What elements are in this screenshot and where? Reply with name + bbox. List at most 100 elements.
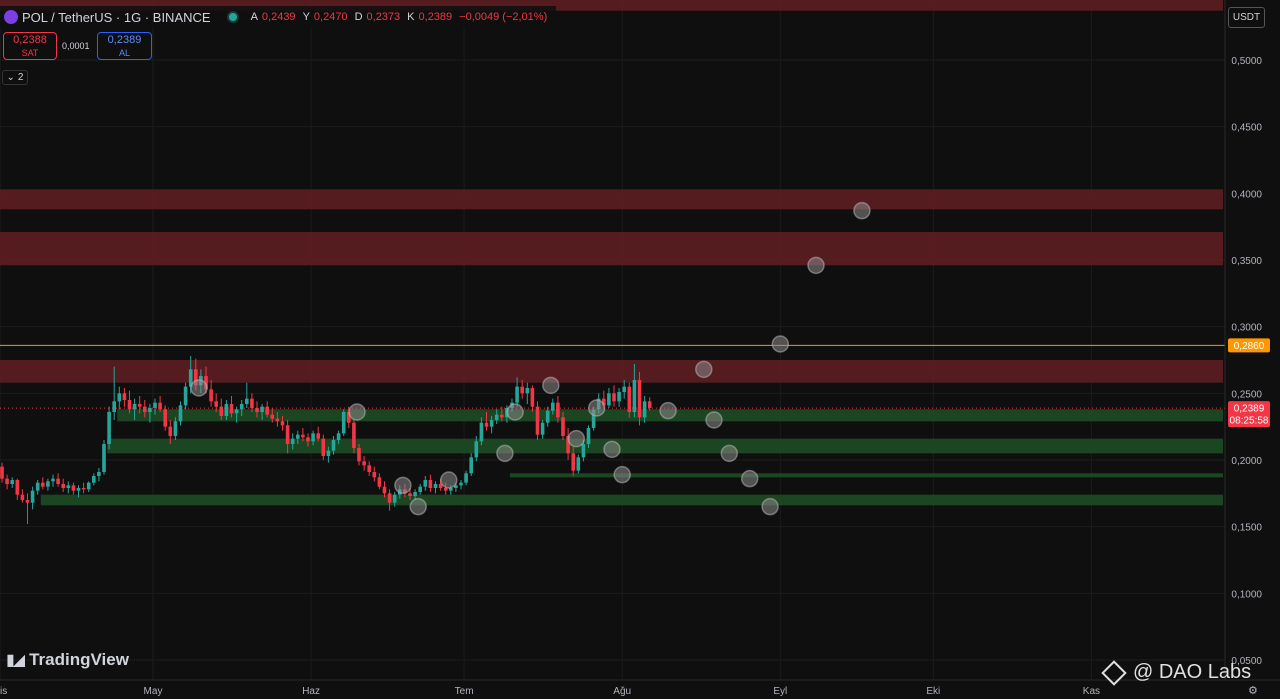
candle-body xyxy=(148,408,152,412)
price-axis-label: 0,2389 xyxy=(1234,404,1265,415)
candle-body xyxy=(102,444,106,472)
candle-body xyxy=(260,406,264,412)
x-tick-label: Tem xyxy=(455,686,474,697)
x-tick-label: Kas xyxy=(1083,686,1100,697)
candle-body xyxy=(347,412,351,423)
path-marker xyxy=(440,471,458,489)
path-marker xyxy=(613,465,631,484)
x-tick-label: Nis xyxy=(0,686,7,697)
candle-body xyxy=(566,436,570,454)
y-tick-label: 0,4500 xyxy=(1231,123,1262,134)
buy-button[interactable]: 0,2389 AL xyxy=(97,32,152,60)
candle-body xyxy=(341,412,346,434)
candle-body xyxy=(500,414,504,418)
support-zone xyxy=(40,494,1223,506)
chevron-down-icon: ⌄ xyxy=(6,72,15,83)
candle-body xyxy=(137,404,142,407)
candle-body xyxy=(107,412,111,444)
candle-body xyxy=(336,433,341,440)
candle-body xyxy=(581,444,586,458)
candle-body xyxy=(602,398,606,406)
candle-body xyxy=(408,493,412,496)
candle-body xyxy=(117,393,122,402)
candle-body xyxy=(551,402,555,411)
candle-body xyxy=(76,488,81,491)
candle-body xyxy=(459,482,463,486)
candle-body xyxy=(484,422,489,427)
path-marker xyxy=(695,360,713,379)
candle-body xyxy=(163,409,167,427)
candle-body xyxy=(591,409,596,428)
candle-body xyxy=(224,404,229,416)
price-axis-label-bg xyxy=(1228,338,1270,353)
candle-body xyxy=(168,426,173,436)
candle-body xyxy=(520,386,524,394)
ohlc-open: 0,2439 xyxy=(261,11,296,23)
sell-price: 0,2388 xyxy=(13,34,47,46)
candle-body xyxy=(535,406,540,435)
candle-body xyxy=(357,448,361,462)
resistance-zone xyxy=(0,189,1223,210)
path-marker xyxy=(190,379,208,397)
candle-body xyxy=(433,484,438,488)
resistance-zone xyxy=(0,232,1223,266)
support-zone xyxy=(107,438,1224,454)
candle-body xyxy=(15,480,20,495)
y-tick-label: 0,3500 xyxy=(1231,256,1262,267)
candle-body xyxy=(362,461,366,466)
candle-body xyxy=(311,433,315,442)
symbol-title[interactable]: POL / TetherUS · 1G · BINANCE xyxy=(22,9,211,25)
indicators-collapse-button[interactable]: ⌄ 2 xyxy=(2,70,28,85)
candle-body xyxy=(153,402,157,408)
candle-body xyxy=(352,422,356,448)
candle-body xyxy=(382,486,387,494)
resistance-zone xyxy=(0,360,1223,383)
ohlc-change: −0,0049 (−2,01%) xyxy=(459,11,548,23)
candle-body xyxy=(632,380,637,412)
currency-selector[interactable]: USDT xyxy=(1228,7,1265,28)
path-marker xyxy=(348,403,366,421)
candle-body xyxy=(494,414,499,420)
tradingview-text: TradingView xyxy=(29,650,129,669)
y-tick-label: 0,4000 xyxy=(1231,189,1262,200)
candle-body xyxy=(92,476,96,483)
candle-body xyxy=(290,438,295,444)
candle-body xyxy=(0,466,4,479)
sell-button[interactable]: 0,2388 SAT xyxy=(3,32,57,60)
candle-body xyxy=(392,494,397,503)
candle-body xyxy=(622,386,626,392)
ohlc-low: 0,2373 xyxy=(366,11,401,23)
candle-body xyxy=(637,380,642,418)
candle-body xyxy=(454,485,458,488)
candle-body xyxy=(239,404,244,410)
candle-body xyxy=(556,402,560,418)
candle-body xyxy=(81,488,86,490)
candle-body xyxy=(647,401,652,408)
ohlc-low-label: D xyxy=(354,11,363,23)
path-marker xyxy=(506,403,524,421)
candle-body xyxy=(561,417,565,436)
path-marker xyxy=(394,476,412,495)
settings-gear-icon[interactable]: ⚙ xyxy=(1248,685,1258,697)
y-tick-label: 0,2500 xyxy=(1231,389,1262,400)
candle-body xyxy=(5,478,9,484)
candle-body xyxy=(489,420,494,427)
y-tick-label: 0,5000 xyxy=(1231,56,1262,67)
path-marker xyxy=(542,376,560,395)
candle-body xyxy=(194,369,198,386)
resistance-zone xyxy=(0,0,1223,11)
path-marker xyxy=(567,429,586,448)
candle-body xyxy=(127,400,132,410)
path-marker xyxy=(409,497,427,516)
candle-body xyxy=(469,457,473,474)
candle-body xyxy=(41,482,45,487)
candle-body xyxy=(178,405,183,422)
tradingview-logo[interactable]: ▮◢ TradingView xyxy=(6,650,129,670)
spread-value: 0,0001 xyxy=(62,41,90,51)
watermark-text: @ DAO Labs xyxy=(1133,661,1252,683)
candle-body xyxy=(132,404,137,410)
candle-body xyxy=(321,438,326,456)
